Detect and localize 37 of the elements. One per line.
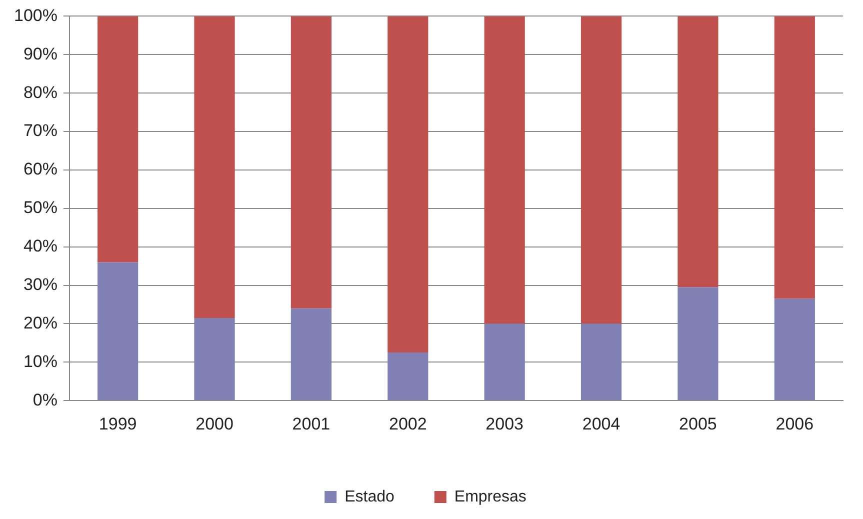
y-tick-label: 30% (23, 274, 58, 294)
x-tick-label: 2002 (388, 414, 427, 434)
bar (484, 16, 525, 324)
legend-label: Empresas (454, 488, 526, 506)
bar (580, 324, 622, 400)
y-tick-label: 50% (23, 198, 58, 218)
bar (484, 324, 525, 400)
bar (580, 16, 622, 324)
y-tick-label: 60% (23, 160, 58, 179)
y-tick-label: 0% (32, 390, 58, 410)
bar (194, 318, 235, 400)
x-tick-label: 2001 (292, 414, 330, 434)
x-tick-label: 2006 (776, 414, 814, 434)
x-tick-label: 2005 (679, 414, 717, 434)
y-tick-label: 70% (23, 121, 58, 140)
bar (774, 16, 815, 299)
bar (290, 308, 332, 400)
y-tick-label: 100% (14, 6, 58, 25)
x-tick-label: 2004 (582, 414, 620, 434)
bar (98, 16, 138, 262)
y-tick-label: 80% (23, 82, 58, 102)
y-tick-label: 40% (23, 236, 58, 256)
y-tick-label: 20% (23, 313, 58, 332)
x-tick-label: 2003 (486, 414, 524, 434)
y-tick-label: 10% (23, 352, 58, 371)
bar (678, 16, 718, 288)
x-tick-label: 1999 (98, 414, 137, 434)
bar (194, 16, 235, 318)
bar (98, 262, 138, 400)
bar (290, 16, 332, 308)
bar (774, 298, 815, 400)
bar (388, 352, 428, 400)
bar (678, 287, 718, 400)
legend-label: Estado (344, 488, 394, 506)
bar (388, 16, 428, 353)
y-tick-label: 90% (23, 44, 58, 64)
x-tick-label: 2000 (196, 414, 234, 434)
